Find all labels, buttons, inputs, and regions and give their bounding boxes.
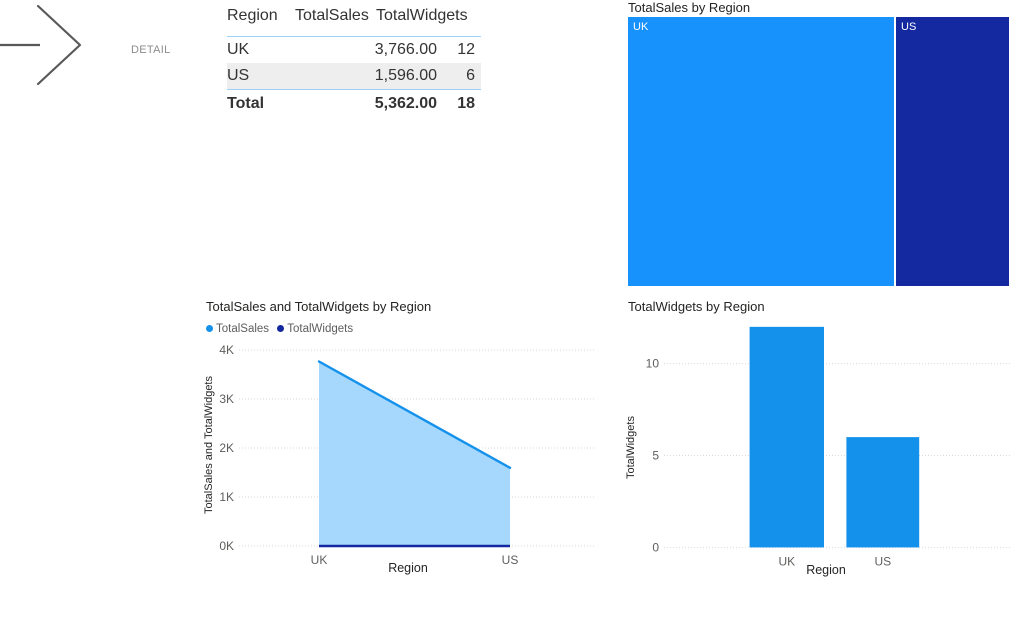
svg-text:10: 10 bbox=[646, 357, 660, 371]
svg-text:0K: 0K bbox=[219, 539, 234, 553]
svg-text:1K: 1K bbox=[219, 490, 234, 504]
svg-text:0: 0 bbox=[652, 540, 659, 554]
svg-text:5: 5 bbox=[652, 449, 659, 463]
svg-text:3K: 3K bbox=[219, 392, 234, 406]
svg-text:4K: 4K bbox=[219, 343, 234, 357]
svg-text:2K: 2K bbox=[219, 441, 234, 455]
